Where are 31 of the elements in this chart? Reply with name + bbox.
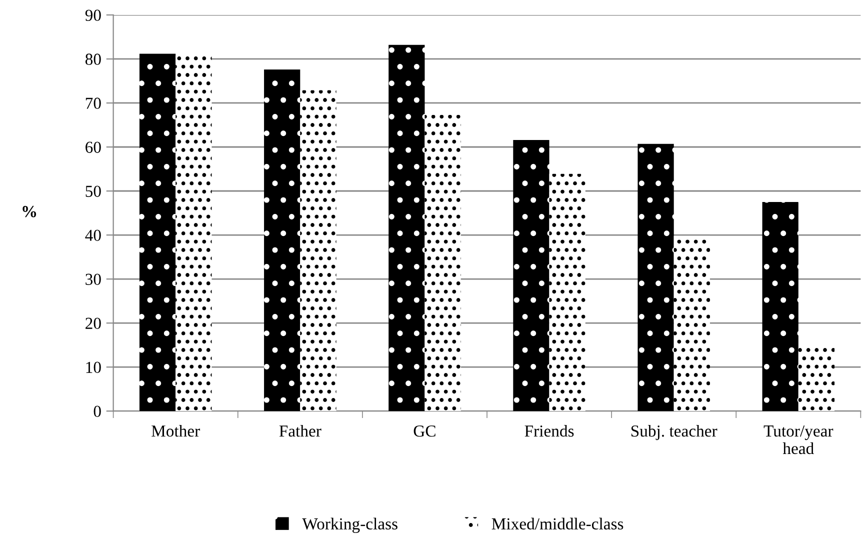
bar — [638, 144, 674, 412]
y-tick-label: 90 — [85, 10, 101, 21]
bar — [798, 348, 835, 412]
bar — [264, 70, 300, 412]
y-tick-label: 0 — [94, 406, 101, 418]
bar — [300, 90, 336, 412]
y-tick-label: 30 — [86, 274, 101, 285]
bar — [388, 44, 425, 412]
bar — [513, 140, 550, 412]
bar — [549, 174, 586, 412]
bar — [674, 236, 710, 412]
y-axis-title: % — [22, 206, 36, 218]
x-tick-label: Father — [279, 424, 322, 437]
y-tick-label: 50 — [86, 186, 101, 197]
x-tick-label: Mother — [152, 424, 200, 437]
y-tick-label: 60 — [86, 142, 101, 153]
bar — [424, 114, 461, 412]
bar — [139, 54, 176, 412]
bar — [176, 56, 212, 412]
x-tick-label: Tutor/year head — [764, 425, 834, 454]
y-tick-label: 10 — [86, 362, 101, 373]
bar — [762, 202, 798, 412]
y-tick-label: 80 — [85, 54, 101, 65]
x-tick-label: Subj. teacher — [631, 424, 718, 440]
legend-label: Working-class — [302, 518, 398, 533]
legend-label: Mixed/middle-class — [492, 518, 624, 530]
y-tick-label: 20 — [86, 318, 101, 329]
y-tick-label: 40 — [85, 230, 101, 241]
x-tick-label: Friends — [524, 424, 574, 437]
y-tick-label: 70 — [86, 98, 101, 109]
x-tick-label: GC — [414, 425, 436, 437]
